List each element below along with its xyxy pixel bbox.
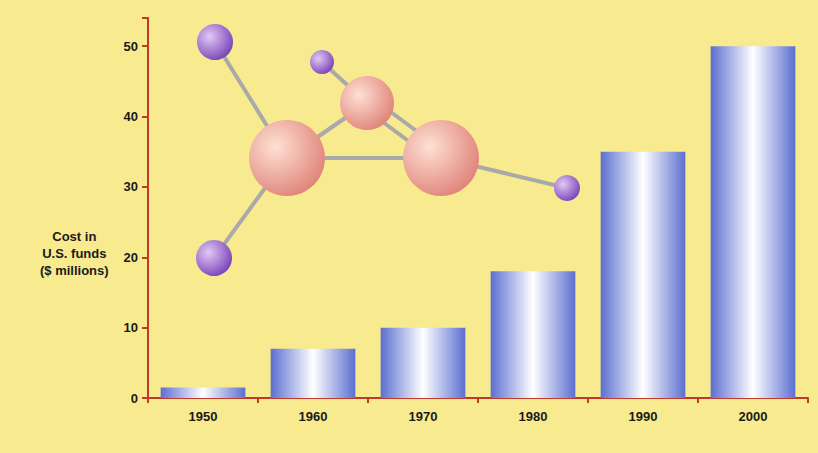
svg-text:50: 50 [124,39,138,54]
svg-text:Cost in: Cost in [52,229,96,244]
svg-text:10: 10 [124,320,138,335]
svg-text:40: 40 [124,109,138,124]
svg-text:U.S. funds: U.S. funds [42,246,106,261]
svg-text:1980: 1980 [519,409,548,424]
svg-text:20: 20 [124,250,138,265]
svg-text:0: 0 [131,391,138,406]
svg-text:30: 30 [124,179,138,194]
svg-text:($ millions): ($ millions) [40,263,109,278]
svg-text:2000: 2000 [739,409,768,424]
svg-text:1970: 1970 [409,409,438,424]
svg-text:1960: 1960 [299,409,328,424]
svg-text:1950: 1950 [189,409,218,424]
svg-text:1990: 1990 [629,409,658,424]
